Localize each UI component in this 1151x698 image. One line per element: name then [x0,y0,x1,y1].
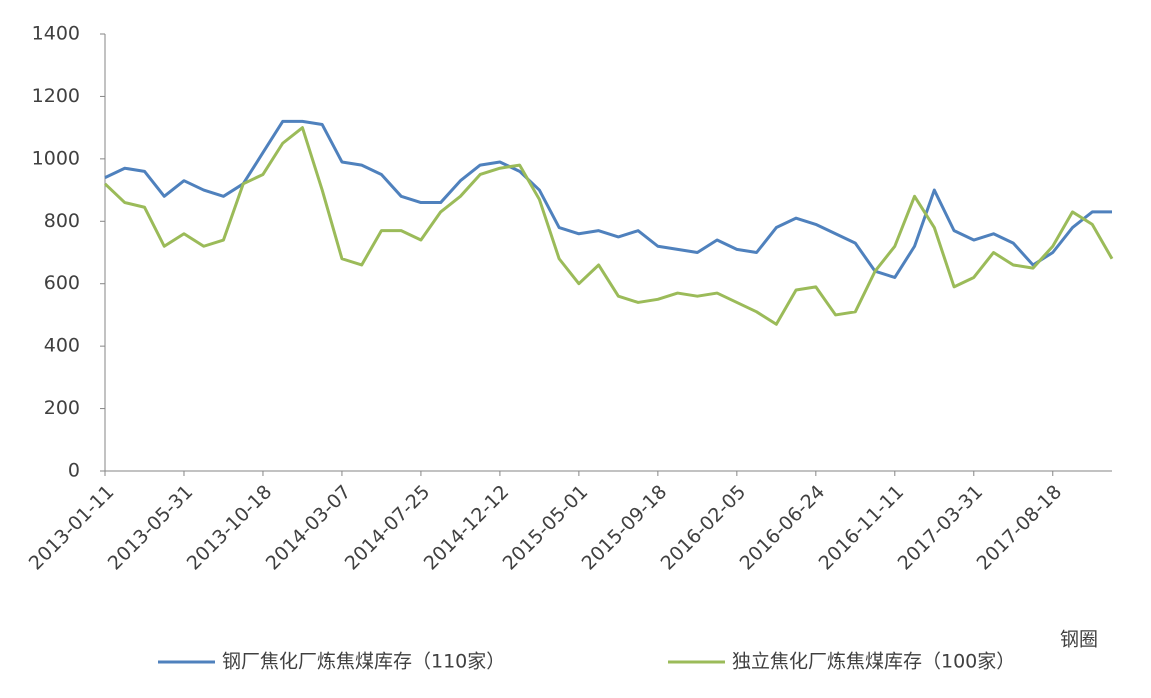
y-tick-label: 600 [44,272,80,294]
x-tick-label: 2017-08-18 [973,481,1067,575]
watermark: 钢圈 [1060,629,1098,651]
series-line [103,126,1114,326]
y-tick-label: 1400 [32,23,80,45]
y-tick-label: 200 [44,397,80,419]
y-tick-label: 800 [44,210,80,232]
y-tick-label: 400 [44,335,80,357]
y-tick-label: 1200 [32,85,80,107]
series-line [104,119,1112,279]
legend-label: 独立焦化厂炼焦煤库存（100家） [732,651,1015,673]
legend-label: 钢厂焦化厂炼焦煤库存（110家） [222,651,505,673]
y-tick-label: 1000 [32,147,80,169]
y-tick-label: 0 [68,460,80,482]
